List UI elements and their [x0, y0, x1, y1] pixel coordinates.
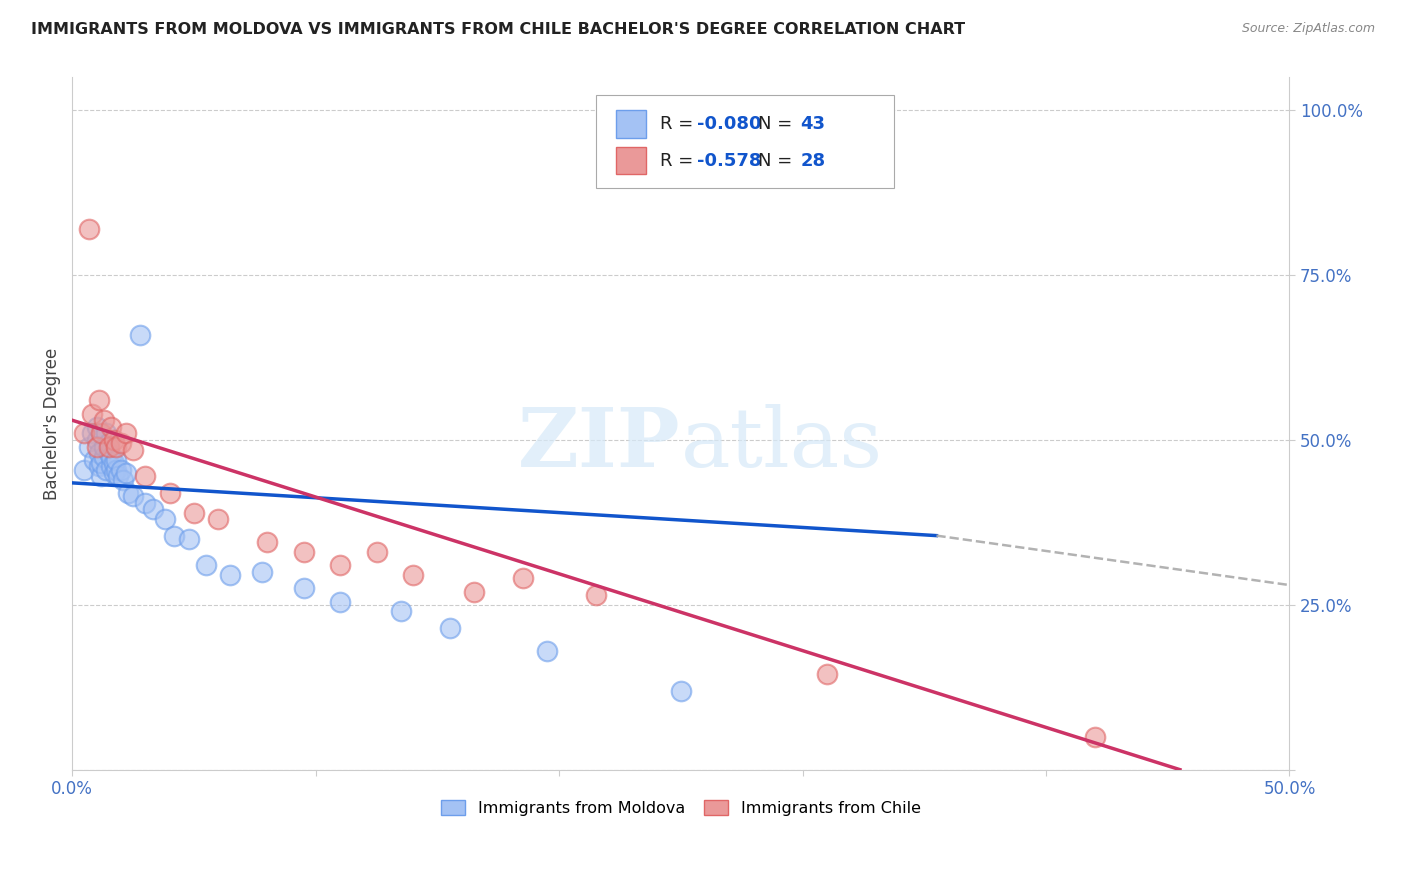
Point [117, 485, 139, 500]
Point [105, 440, 128, 454]
Point [134, 469, 156, 483]
Point [93, 413, 115, 427]
Point [86, 420, 108, 434]
Point [439, 621, 461, 635]
Point [512, 572, 534, 586]
Text: atlas: atlas [681, 404, 883, 484]
Point [463, 584, 485, 599]
Point [114, 426, 136, 441]
Point [250, 565, 273, 579]
Point [134, 496, 156, 510]
FancyBboxPatch shape [596, 95, 894, 188]
Bar [616, 146, 645, 174]
Y-axis label: Bachelor's Degree: Bachelor's Degree [44, 347, 60, 500]
Point [114, 466, 136, 480]
Point [142, 502, 165, 516]
Point [73, 463, 96, 477]
Point [585, 588, 607, 602]
Point [129, 327, 152, 342]
Text: N =: N = [758, 115, 797, 133]
Point [87, 459, 110, 474]
Point [87, 446, 110, 460]
Point [159, 485, 181, 500]
Point [329, 594, 352, 608]
Legend: Immigrants from Moldova, Immigrants from Chile: Immigrants from Moldova, Immigrants from… [433, 792, 929, 824]
Point [97, 440, 120, 454]
Point [93, 440, 115, 454]
Point [105, 463, 128, 477]
Point [402, 568, 425, 582]
Point [100, 450, 122, 464]
Point [122, 442, 145, 457]
Text: -0.080: -0.080 [696, 115, 761, 133]
Text: ZIP: ZIP [519, 404, 681, 484]
Point [110, 463, 132, 477]
Point [97, 436, 120, 450]
Point [93, 450, 115, 464]
Point [163, 528, 186, 542]
Point [207, 512, 229, 526]
Text: 28: 28 [800, 152, 825, 169]
Point [110, 436, 132, 450]
Point [90, 456, 112, 470]
Point [86, 433, 108, 447]
Point [100, 420, 122, 434]
Point [366, 545, 388, 559]
Point [83, 452, 105, 467]
Text: Source: ZipAtlas.com: Source: ZipAtlas.com [1241, 22, 1375, 36]
Point [100, 459, 122, 474]
Point [96, 426, 118, 441]
Point [177, 532, 200, 546]
Point [80, 407, 103, 421]
Point [292, 545, 315, 559]
Point [90, 426, 112, 441]
Point [103, 456, 125, 470]
Point [87, 393, 110, 408]
Point [103, 466, 125, 480]
Point [103, 433, 125, 447]
Point [153, 512, 176, 526]
Text: IMMIGRANTS FROM MOLDOVA VS IMMIGRANTS FROM CHILE BACHELOR'S DEGREE CORRELATION C: IMMIGRANTS FROM MOLDOVA VS IMMIGRANTS FR… [31, 22, 965, 37]
Point [112, 473, 135, 487]
Point [97, 446, 120, 460]
Point [389, 604, 412, 618]
Point [90, 469, 112, 483]
Point [815, 667, 838, 681]
Point [292, 582, 315, 596]
Point [80, 426, 103, 441]
Point [1084, 730, 1107, 744]
Text: N =: N = [758, 152, 797, 169]
Point [77, 440, 100, 454]
Point [77, 222, 100, 236]
Text: -0.578: -0.578 [696, 152, 761, 169]
Point [669, 683, 692, 698]
Point [256, 535, 278, 549]
Text: R =: R = [661, 152, 699, 169]
Point [107, 469, 129, 483]
Point [219, 568, 242, 582]
Text: R =: R = [661, 115, 699, 133]
Point [73, 426, 96, 441]
Point [536, 644, 558, 658]
Point [183, 506, 205, 520]
Point [86, 440, 108, 454]
Point [105, 452, 128, 467]
Text: 43: 43 [800, 115, 825, 133]
Point [96, 463, 118, 477]
Point [195, 558, 218, 573]
Point [329, 558, 352, 573]
Bar [616, 110, 645, 137]
Point [122, 489, 145, 503]
